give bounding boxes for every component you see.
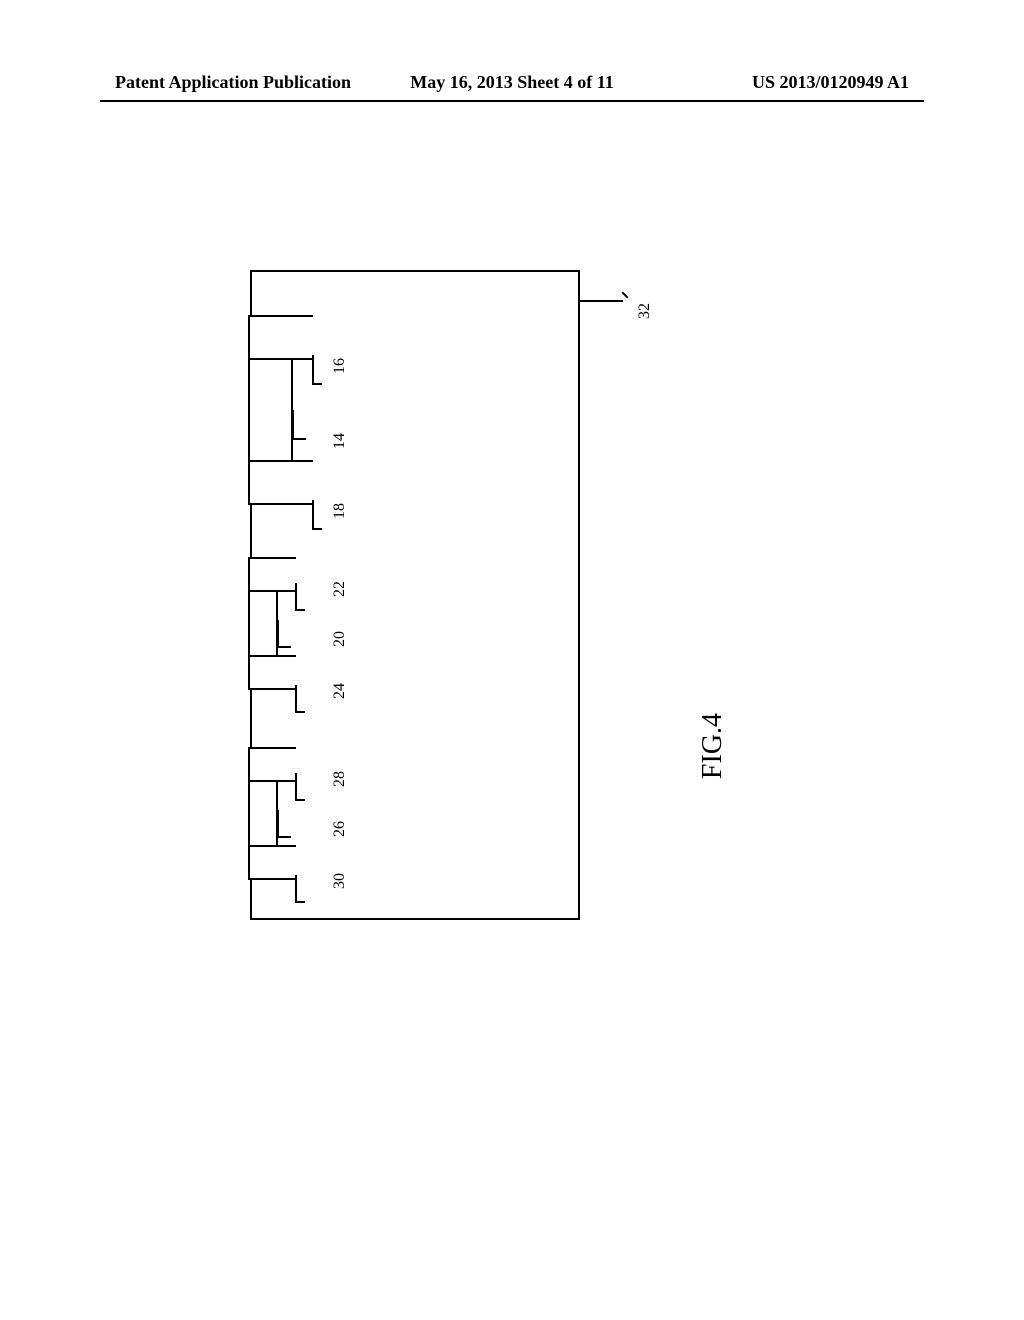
leader-24 — [295, 685, 297, 713]
tick-18 — [314, 528, 322, 530]
label-20: 20 — [331, 631, 349, 647]
leader-20 — [277, 620, 279, 648]
bracket-22 — [248, 557, 296, 592]
bracket-30 — [248, 845, 296, 880]
bracket-28 — [248, 747, 296, 782]
bracket-16 — [248, 315, 313, 360]
leader-30 — [295, 875, 297, 903]
label-14: 14 — [331, 433, 349, 449]
tick-14 — [294, 438, 306, 440]
tick-32 — [621, 291, 628, 298]
leader-18 — [312, 500, 314, 530]
substrate-32 — [250, 270, 580, 920]
bracket-18 — [248, 460, 313, 505]
label-30: 30 — [331, 873, 349, 889]
label-18: 18 — [331, 503, 349, 519]
tick-30 — [297, 901, 305, 903]
header-rule — [100, 100, 924, 102]
tick-20 — [279, 646, 291, 648]
tick-26 — [279, 836, 291, 838]
label-28: 28 — [331, 771, 349, 787]
header-date-sheet: May 16, 2013 Sheet 4 of 11 — [380, 72, 645, 93]
header-publication: Patent Application Publication — [115, 72, 380, 93]
tick-24 — [297, 711, 305, 713]
tick-16 — [314, 383, 322, 385]
bracket-24 — [248, 655, 296, 690]
leader-14 — [292, 410, 294, 440]
label-24: 24 — [331, 683, 349, 699]
leader-32 — [578, 300, 623, 302]
label-32: 32 — [636, 303, 654, 319]
figure-4-diagram: 16 14 18 22 20 24 28 26 30 32 — [250, 270, 580, 920]
leader-16 — [312, 355, 314, 385]
leader-28 — [295, 773, 297, 801]
label-26: 26 — [331, 821, 349, 837]
header-pub-number: US 2013/0120949 A1 — [644, 72, 909, 93]
figure-caption: FIG.4 — [697, 713, 729, 779]
tick-28 — [297, 799, 305, 801]
label-22: 22 — [331, 581, 349, 597]
label-16: 16 — [331, 358, 349, 374]
tick-22 — [297, 609, 305, 611]
leader-22 — [295, 583, 297, 611]
page-header: Patent Application Publication May 16, 2… — [0, 72, 1024, 93]
leader-26 — [277, 810, 279, 838]
